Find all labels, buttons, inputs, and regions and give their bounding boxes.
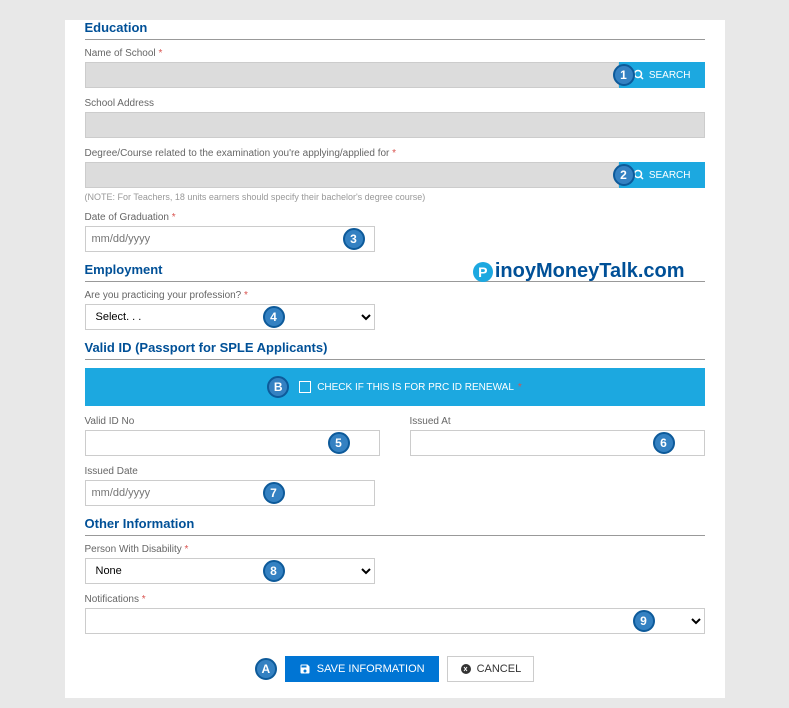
watermark: P inoyMoneyTalk.com [473, 260, 685, 283]
notifications-label: Notifications * [85, 594, 705, 605]
school-address-label: School Address [85, 98, 705, 109]
watermark-icon: P [473, 262, 493, 282]
renewal-label: CHECK IF THIS IS FOR PRC ID RENEWAL [317, 382, 514, 393]
grad-date-field: Date of Graduation * 3 [85, 212, 375, 252]
grad-date-label: Date of Graduation * [85, 212, 375, 223]
pwd-select[interactable]: None [85, 558, 375, 584]
practicing-field: Are you practicing your profession? * Se… [85, 290, 375, 330]
annotation-badge-2: 2 [613, 164, 635, 186]
practicing-label: Are you practicing your profession? * [85, 290, 375, 301]
pwd-field: Person With Disability * None 8 [85, 544, 375, 584]
annotation-badge-7: 7 [263, 482, 285, 504]
school-address-field: School Address [85, 98, 705, 138]
annotation-badge-9: 9 [633, 610, 655, 632]
issued-date-field: Issued Date 7 [85, 466, 375, 506]
school-name-label: Name of School * [85, 48, 705, 59]
valid-id-header: Valid ID (Passport for SPLE Applicants) [85, 340, 705, 360]
watermark-text: inoyMoneyTalk.com [495, 260, 685, 283]
save-button[interactable]: SAVE INFORMATION [285, 656, 439, 682]
annotation-badge-6: 6 [653, 432, 675, 454]
issued-at-field: Issued At 6 [410, 416, 705, 456]
other-header: Other Information [85, 516, 705, 536]
degree-field: Degree/Course related to the examination… [85, 148, 705, 202]
search-icon [633, 169, 645, 181]
annotation-badge-3: 3 [343, 228, 365, 250]
annotation-badge-8: 8 [263, 560, 285, 582]
degree-input[interactable] [85, 162, 619, 188]
degree-note: (NOTE: For Teachers, 18 units earners sh… [85, 192, 705, 202]
education-header: Education [85, 20, 705, 40]
grad-date-input[interactable] [85, 226, 375, 252]
other-section: Other Information Person With Disability… [65, 516, 725, 634]
degree-label: Degree/Course related to the examination… [85, 148, 705, 159]
annotation-badge-B: B [267, 376, 289, 398]
id-no-label: Valid ID No [85, 416, 380, 427]
search-icon [633, 69, 645, 81]
school-name-field: Name of School * SEARCH 1 [85, 48, 705, 88]
pwd-label: Person With Disability * [85, 544, 375, 555]
school-address-input[interactable] [85, 112, 705, 138]
valid-id-section: Valid ID (Passport for SPLE Applicants) … [65, 340, 725, 506]
education-section: Education Name of School * SEARCH 1 Scho… [65, 20, 725, 252]
button-row: A SAVE INFORMATION CANCEL [65, 644, 725, 698]
issued-at-label: Issued At [410, 416, 705, 427]
id-no-field: Valid ID No 5 [85, 416, 380, 456]
annotation-badge-A: A [255, 658, 277, 680]
save-icon [299, 663, 311, 675]
practicing-select[interactable]: Select. . . [85, 304, 375, 330]
annotation-badge-1: 1 [613, 64, 635, 86]
issued-date-label: Issued Date [85, 466, 375, 477]
issued-date-input[interactable] [85, 480, 375, 506]
annotation-badge-5: 5 [328, 432, 350, 454]
renewal-banner: B CHECK IF THIS IS FOR PRC ID RENEWAL * [85, 368, 705, 406]
notifications-field: Notifications * 9 [85, 594, 705, 634]
renewal-checkbox[interactable] [299, 381, 311, 393]
annotation-badge-4: 4 [263, 306, 285, 328]
notifications-select[interactable] [85, 608, 705, 634]
school-name-input[interactable] [85, 62, 619, 88]
cancel-icon [460, 663, 472, 675]
cancel-button[interactable]: CANCEL [447, 656, 535, 682]
form-container: P inoyMoneyTalk.com Education Name of Sc… [65, 20, 725, 698]
